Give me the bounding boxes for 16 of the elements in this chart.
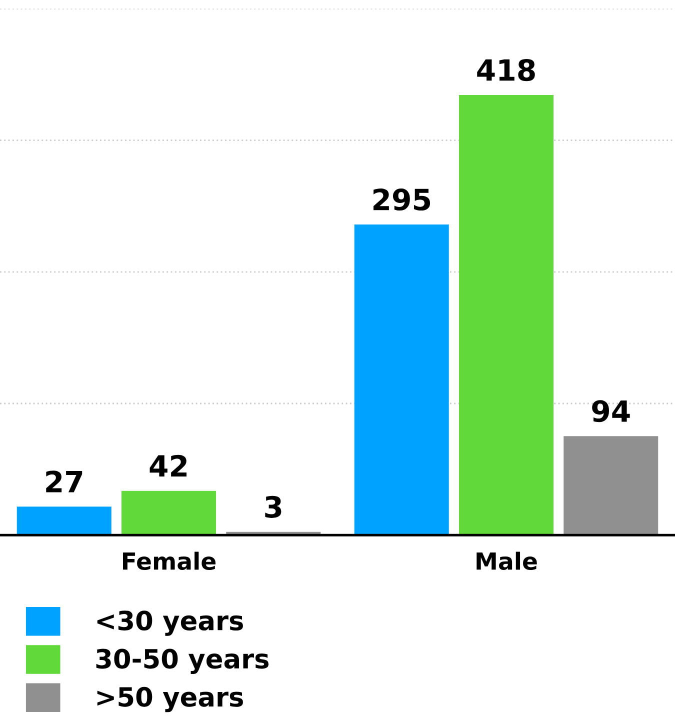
data-label: 27	[46, 470, 82, 492]
data-label: 42	[150, 454, 187, 476]
bar	[16, 506, 112, 536]
data-label: 3	[265, 496, 282, 518]
data-label: 418	[477, 59, 535, 82]
x-tick-label: Male	[476, 552, 537, 570]
bar	[459, 95, 554, 536]
data-label: 94	[592, 400, 630, 422]
x-tick-label: Female	[122, 552, 216, 570]
bar	[564, 436, 658, 536]
bar	[122, 490, 216, 536]
bar	[354, 224, 449, 536]
legend-label: 30-50 years	[96, 648, 269, 674]
data-label: 295	[373, 188, 430, 211]
legend-label: >50 years	[97, 686, 243, 712]
legend-label: <30 years	[97, 610, 243, 636]
